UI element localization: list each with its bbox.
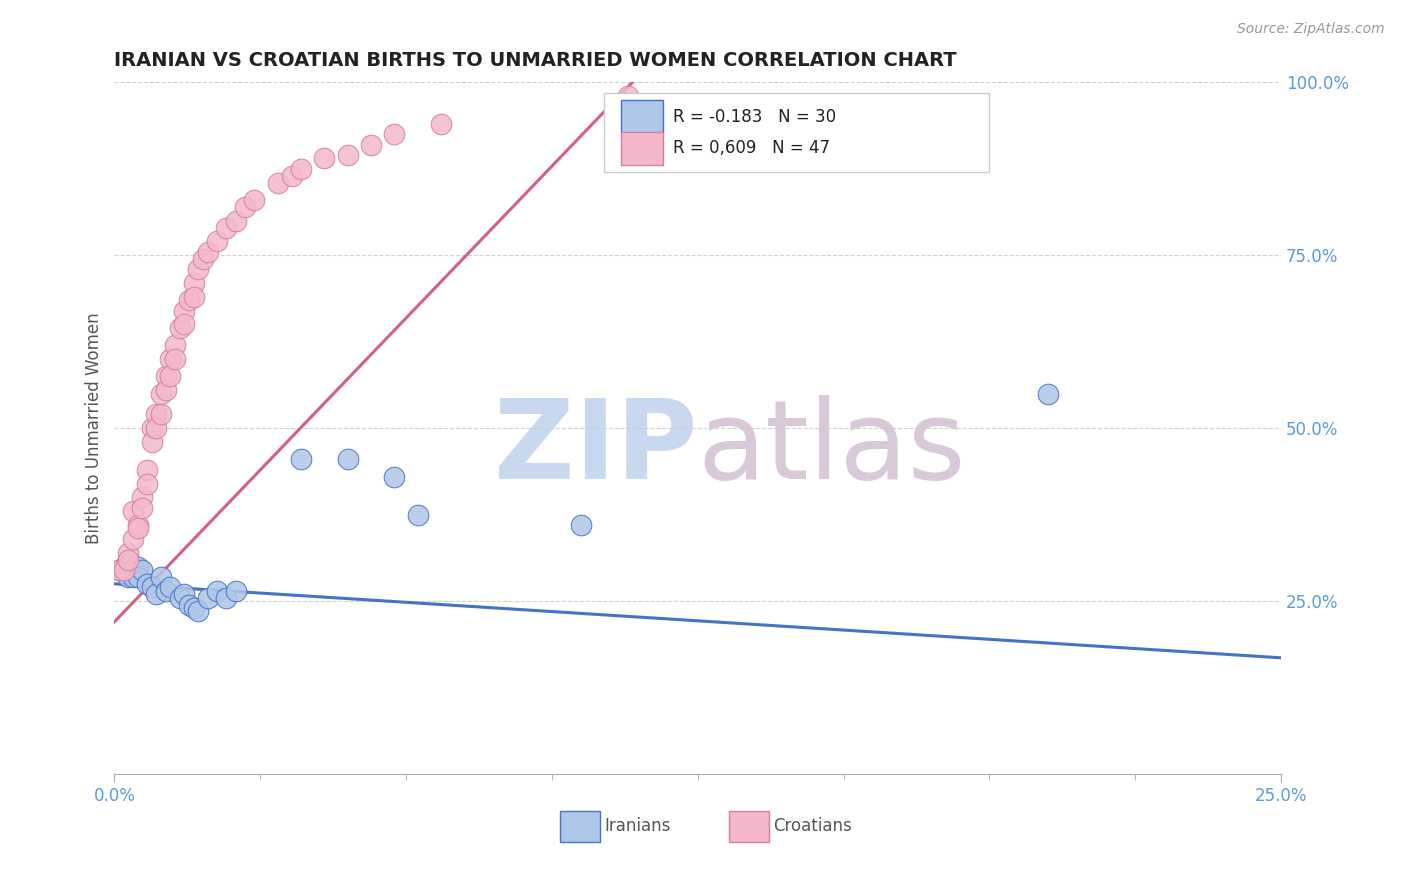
Point [183, 601, 205, 615]
Point [197, 244, 219, 259]
Point [122, 532, 145, 546]
Point [267, 176, 290, 190]
Point [215, 591, 238, 605]
Point [108, 563, 131, 577]
Point [173, 318, 195, 332]
Text: R = -0.183   N = 30: R = -0.183 N = 30 [673, 108, 837, 126]
Point [127, 518, 149, 533]
Text: atlas: atlas [697, 395, 966, 502]
Point [569, 518, 592, 533]
Point [187, 605, 209, 619]
Point [1036, 386, 1059, 401]
Point [406, 508, 429, 522]
Point [141, 421, 163, 435]
Point [159, 369, 181, 384]
Point [225, 583, 247, 598]
Point [150, 408, 173, 422]
Text: Iranians: Iranians [605, 817, 671, 835]
Point [205, 235, 228, 249]
Point [187, 262, 209, 277]
Point [183, 290, 205, 304]
Point [112, 563, 135, 577]
Point [131, 563, 153, 577]
Point [177, 293, 200, 308]
Point [336, 148, 359, 162]
Point [127, 521, 149, 535]
Point [136, 463, 159, 477]
Point [177, 598, 200, 612]
Point [205, 583, 228, 598]
Text: ZIP: ZIP [495, 395, 697, 502]
Point [112, 559, 135, 574]
Text: Source: ZipAtlas.com: Source: ZipAtlas.com [1237, 22, 1385, 37]
Point [117, 552, 139, 566]
Text: IRANIAN VS CROATIAN BIRTHS TO UNMARRIED WOMEN CORRELATION CHART: IRANIAN VS CROATIAN BIRTHS TO UNMARRIED … [114, 51, 957, 70]
FancyBboxPatch shape [730, 812, 769, 842]
Point [290, 161, 312, 176]
Point [127, 570, 149, 584]
Point [169, 321, 191, 335]
Point [122, 570, 145, 584]
Point [616, 89, 638, 103]
Point [382, 469, 405, 483]
Point [290, 452, 312, 467]
Point [243, 193, 266, 207]
Point [215, 220, 238, 235]
Point [117, 546, 139, 560]
Point [131, 500, 153, 515]
Point [141, 435, 163, 450]
Point [145, 587, 167, 601]
Point [165, 351, 187, 366]
Point [173, 303, 195, 318]
Point [173, 587, 195, 601]
FancyBboxPatch shape [620, 132, 662, 165]
Point [127, 559, 149, 574]
FancyBboxPatch shape [605, 93, 990, 172]
Point [360, 137, 382, 152]
Text: Croatians: Croatians [773, 817, 852, 835]
Text: R = 0,609   N = 47: R = 0,609 N = 47 [673, 139, 830, 158]
FancyBboxPatch shape [620, 100, 662, 133]
Point [150, 386, 173, 401]
Point [169, 591, 191, 605]
Point [336, 452, 359, 467]
Point [155, 383, 177, 397]
Point [159, 351, 181, 366]
Point [197, 591, 219, 605]
Point [191, 252, 214, 266]
Point [314, 152, 336, 166]
Point [117, 552, 139, 566]
Point [141, 580, 163, 594]
Point [122, 504, 145, 518]
Point [150, 570, 173, 584]
Point [382, 127, 405, 141]
Point [183, 276, 205, 290]
Point [233, 200, 256, 214]
Point [108, 563, 131, 577]
Point [131, 491, 153, 505]
Point [225, 213, 247, 227]
Point [159, 580, 181, 594]
Point [122, 563, 145, 577]
Point [117, 570, 139, 584]
Point [165, 338, 187, 352]
FancyBboxPatch shape [560, 812, 600, 842]
Point [145, 408, 167, 422]
Y-axis label: Births to Unmarried Women: Births to Unmarried Women [86, 312, 103, 544]
Point [136, 476, 159, 491]
Point [155, 583, 177, 598]
Point [145, 421, 167, 435]
Point [430, 117, 453, 131]
Point [280, 169, 302, 183]
Point [136, 576, 159, 591]
Point [155, 369, 177, 384]
